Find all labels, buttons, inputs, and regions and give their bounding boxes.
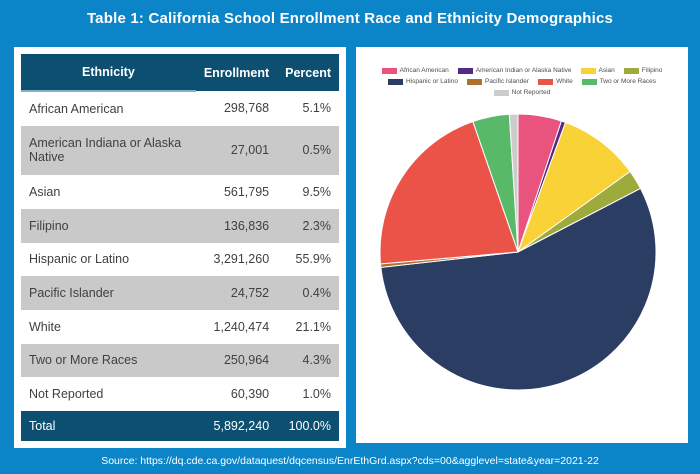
source-text: Source: https://dq.cde.ca.gov/dataquest/… <box>101 455 599 467</box>
percent-cell: 0.4% <box>277 276 339 310</box>
legend-item: Hispanic or Latino <box>387 78 458 85</box>
enrollment-cell: 250,964 <box>195 343 278 378</box>
pie-slice-white <box>379 121 519 265</box>
table-row: African American 298,768 5.1% <box>21 91 339 126</box>
table-row: Pacific Islander 24,752 0.4% <box>21 276 339 310</box>
pie-slice-asian <box>517 121 631 253</box>
enrollment-cell: 561,795 <box>223 185 270 200</box>
legend-item: African American <box>381 67 449 74</box>
legend-item: American Indian or Alaska Native <box>457 67 572 74</box>
legend-label: White <box>556 78 573 85</box>
table-header-row: Ethnicity Enrollment Percent <box>21 54 339 92</box>
percent-column-header: Percent <box>277 54 339 91</box>
table-row: Asian 561,795 9.5% <box>21 175 339 209</box>
enrollment-cell: 1,240,474 <box>213 319 270 334</box>
percent-cell: 2.3% <box>277 208 339 243</box>
legend-item: White <box>538 78 573 85</box>
percent-cell: 21.1% <box>295 319 331 334</box>
table-row: Not Reported 60,390 1.0% <box>21 377 339 411</box>
total-enrollment: 5,892,240 <box>195 411 278 441</box>
pie-slice-not-reported <box>508 113 519 253</box>
enrollment-cell: 27,001 <box>195 125 278 176</box>
percent-cell: 0.5% <box>277 125 339 176</box>
chart-legend: African American American Indian or Alask… <box>356 67 688 96</box>
percent-cell: 4.3% <box>277 343 339 378</box>
total-label: Total <box>21 411 196 441</box>
total-row: Total 5,892,240 100.0% <box>21 411 339 441</box>
ethnicity-cell: African American <box>29 101 124 116</box>
enrollment-cell: 136,836 <box>195 208 278 243</box>
table-row: Filipino 136,836 2.3% <box>21 208 339 243</box>
legend-item: Filipino <box>623 67 663 74</box>
table-row: Hispanic or Latino 3,291,260 55.9% <box>21 243 339 277</box>
ethnicity-cell: Asian <box>29 185 61 200</box>
ethnicity-cell: Not Reported <box>29 387 104 402</box>
legend-item: Asian <box>580 67 615 74</box>
enrollment-table-panel: Ethnicity Enrollment Percent African Ame… <box>14 47 346 448</box>
ethnicity-cell: Two or More Races <box>21 343 196 378</box>
legend-label: African American <box>399 67 449 74</box>
enrollment-cell: 298,768 <box>223 101 270 116</box>
page-title: Table 1: California School Enrollment Ra… <box>86 10 614 27</box>
legend-row: Not Reported <box>493 89 551 96</box>
percent-cell: 9.5% <box>302 185 332 200</box>
percent-cell: 55.9% <box>295 252 331 267</box>
legend-label: Two or More Races <box>599 78 657 85</box>
enrollment-table: Ethnicity Enrollment Percent African Ame… <box>21 54 339 441</box>
pie-chart-panel: African American American Indian or Alask… <box>356 47 688 443</box>
legend-label: Hispanic or Latino <box>405 78 458 85</box>
legend-row: Hispanic or Latino Pacific Islander White T… <box>387 78 657 85</box>
ethnicity-cell: White <box>29 319 61 334</box>
enrollment-cell: 24,752 <box>195 276 278 310</box>
table-row: Two or More Races 250,964 4.3% <box>21 343 339 378</box>
legend-swatch-icon <box>581 78 597 85</box>
legend-label: Not Reported <box>511 89 551 96</box>
legend-label: Filipino <box>641 67 663 74</box>
ethnicity-cell: Filipino <box>21 208 196 243</box>
legend-swatch-icon <box>466 78 482 85</box>
total-percent: 100.0% <box>277 411 339 441</box>
table-row: White 1,240,474 21.1% <box>21 310 339 344</box>
pie-chart <box>378 112 658 392</box>
legend-label: Pacific Islander <box>484 78 530 85</box>
percent-cell: 1.0% <box>302 387 332 402</box>
enrollment-cell: 3,291,260 <box>213 252 270 267</box>
legend-swatch-icon <box>387 78 403 85</box>
ethnicity-cell: Pacific Islander <box>21 276 196 310</box>
legend-item: Pacific Islander <box>466 78 530 85</box>
ethnicity-cell: American Indiana or Alaska Native <box>21 125 196 176</box>
legend-swatch-icon <box>580 67 596 74</box>
legend-item: Two or More Races <box>581 78 657 85</box>
legend-swatch-icon <box>538 78 554 85</box>
legend-label: American Indian or Alaska Native <box>475 67 572 74</box>
legend-swatch-icon <box>493 89 509 96</box>
ethnicity-column-header: Ethnicity <box>21 54 196 92</box>
percent-cell: 5.1% <box>302 101 332 116</box>
legend-swatch-icon <box>623 67 639 74</box>
legend-label: Asian <box>598 67 615 74</box>
legend-row: African American American Indian or Alask… <box>381 67 663 74</box>
legend-swatch-icon <box>457 67 473 74</box>
table-body: African American 298,768 5.1% American Indi… <box>21 91 339 411</box>
legend-item: Not Reported <box>493 89 551 96</box>
enrollment-cell: 60,390 <box>230 387 270 402</box>
legend-swatch-icon <box>381 67 397 74</box>
table-row: American Indiana or Alaska Native 27,001 0… <box>21 125 339 176</box>
enrollment-column-header: Enrollment <box>195 54 278 91</box>
pie-slice-hispanic-or-latino <box>380 187 657 391</box>
ethnicity-cell: Hispanic or Latino <box>29 252 130 267</box>
